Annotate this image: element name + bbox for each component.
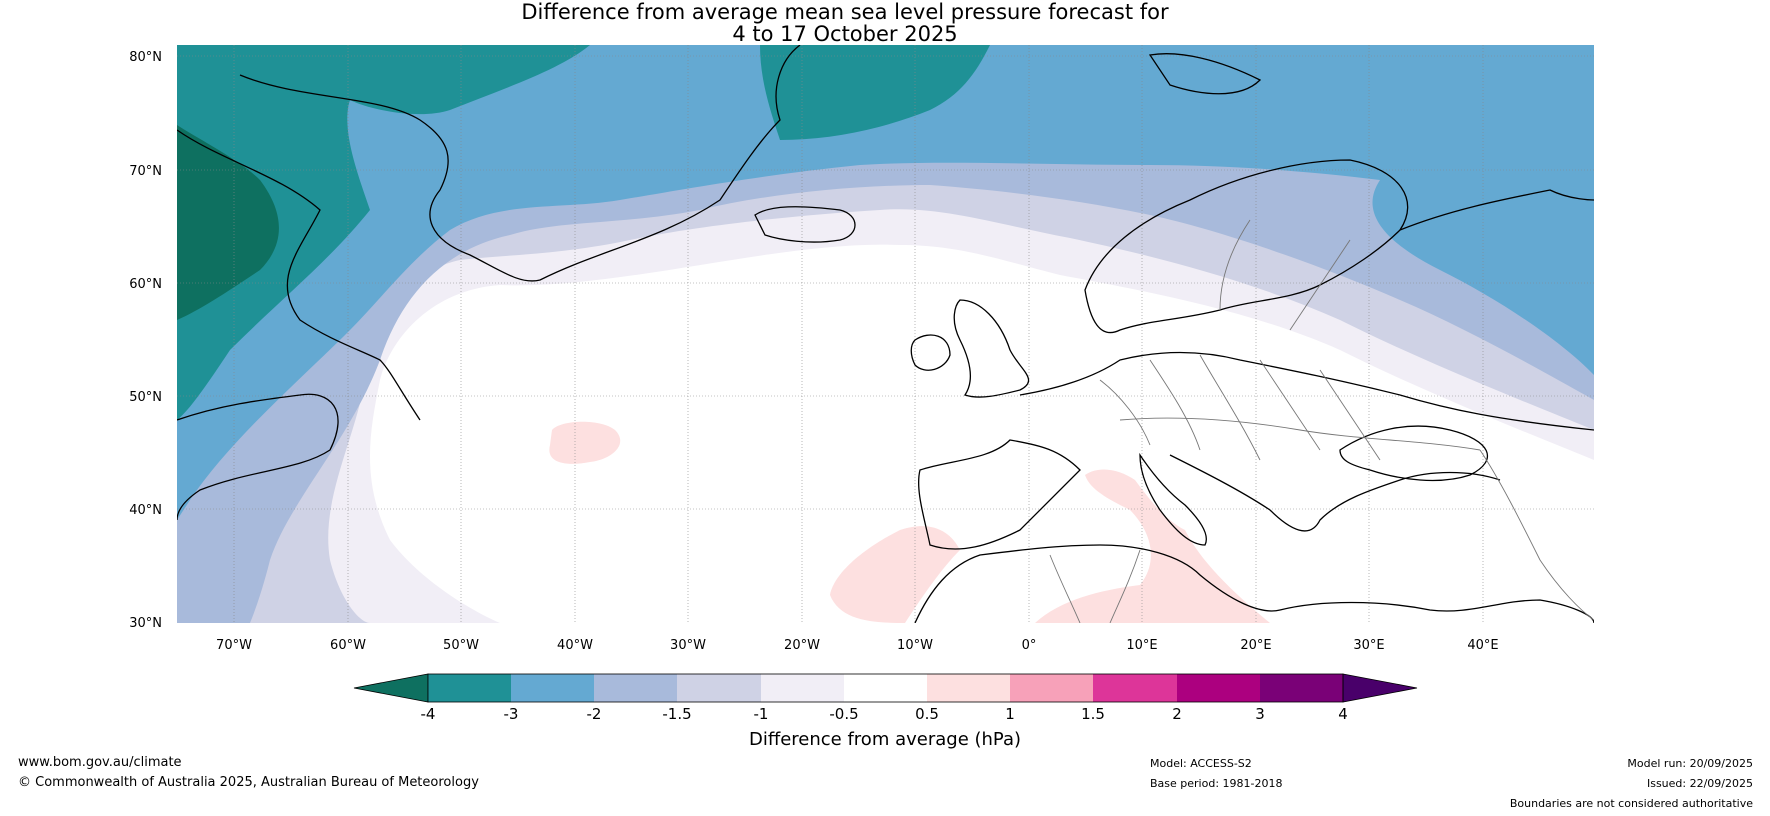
colorbar-tick: -2 bbox=[587, 705, 602, 723]
colorbar-segment bbox=[1010, 674, 1093, 702]
footer-model-run: Model run: 20/09/2025 bbox=[1627, 757, 1753, 770]
lon-label-60w: 60°W bbox=[330, 638, 366, 653]
lon-label-20w: 20°W bbox=[784, 638, 820, 653]
lat-label-60: 60°N bbox=[129, 277, 162, 292]
colorbar-segment bbox=[844, 674, 927, 702]
lat-label-40: 40°N bbox=[129, 503, 162, 518]
colorbar-tick: 2 bbox=[1172, 705, 1182, 723]
lon-label-70w: 70°W bbox=[216, 638, 252, 653]
colorbar-tick: -1.5 bbox=[662, 705, 691, 723]
coast-russia-north bbox=[1399, 189, 1594, 231]
band-minus-4 bbox=[177, 125, 279, 320]
footer-model: Model: ACCESS-S2 bbox=[1150, 757, 1252, 770]
colorbar-tick: -4 bbox=[421, 705, 436, 723]
colorbar-arrow-low bbox=[353, 673, 429, 703]
lon-label-40e: 40°E bbox=[1467, 638, 1498, 653]
colorbar-segment bbox=[927, 674, 1010, 702]
colorbar-outline bbox=[427, 673, 1344, 703]
colorbar-arrow-high bbox=[1342, 673, 1418, 703]
colorbar-segment bbox=[428, 674, 511, 702]
colorbar-segment bbox=[761, 674, 844, 702]
coastlines bbox=[177, 45, 1594, 623]
lon-label-10e: 10°E bbox=[1126, 638, 1157, 653]
lon-label-20e: 20°E bbox=[1240, 638, 1271, 653]
colorbar-tick: 3 bbox=[1255, 705, 1265, 723]
colorbar-segment bbox=[594, 674, 677, 702]
lat-label-30: 30°N bbox=[129, 616, 162, 631]
colorbar-tick: 1.5 bbox=[1081, 705, 1105, 723]
colorbar-tick: 1 bbox=[1005, 705, 1015, 723]
footer-disclaimer: Boundaries are not considered authoritat… bbox=[1509, 797, 1753, 810]
coast-svalbard bbox=[1148, 53, 1262, 95]
colorbar-label: Difference from average (hPa) bbox=[749, 729, 1021, 750]
footer-copyright: © Commonwealth of Australia 2025, Austra… bbox=[18, 775, 479, 790]
coast-greenland bbox=[239, 45, 801, 282]
latitude-labels: 80°N 70°N 60°N 50°N 40°N 30°N bbox=[129, 50, 162, 631]
colorbar-segment bbox=[1260, 674, 1343, 702]
coast-italy bbox=[1139, 452, 1207, 546]
colorbar-tick: -1 bbox=[754, 705, 769, 723]
band-minus-2 bbox=[177, 45, 1594, 520]
pressure-anomaly-field bbox=[177, 45, 1594, 623]
coast-canada-arctic bbox=[177, 129, 421, 421]
coast-iberia bbox=[918, 439, 1081, 550]
lon-label-30w: 30°W bbox=[670, 638, 706, 653]
lon-label-0: 0° bbox=[1022, 638, 1037, 653]
lat-label-50: 50°N bbox=[129, 390, 162, 405]
coast-balkans bbox=[1169, 454, 1501, 532]
colorbar-segment bbox=[677, 674, 761, 702]
lon-label-10w: 10°W bbox=[897, 638, 933, 653]
colorbar-segment bbox=[511, 674, 594, 702]
coast-black-sea bbox=[1339, 425, 1489, 482]
colorbar-tick: 0.5 bbox=[915, 705, 939, 723]
band-minus-3-east bbox=[760, 45, 990, 140]
colorbar-tick: 4 bbox=[1338, 705, 1348, 723]
borders bbox=[1049, 219, 1594, 623]
lon-label-50w: 50°W bbox=[443, 638, 479, 653]
coast-north-africa bbox=[914, 544, 1594, 623]
lat-label-80: 80°N bbox=[129, 50, 162, 65]
coast-uk bbox=[953, 299, 1030, 398]
lon-label-30e: 30°E bbox=[1353, 638, 1384, 653]
footer-issued: Issued: 22/09/2025 bbox=[1646, 777, 1753, 790]
colorbar-tick: -0.5 bbox=[829, 705, 858, 723]
map-title-line2: 4 to 17 October 2025 bbox=[732, 22, 958, 46]
patch-plus-0.5-morocco bbox=[830, 526, 960, 623]
coast-europe-west bbox=[1019, 351, 1594, 431]
coast-ireland bbox=[910, 334, 951, 371]
lon-label-40w: 40°W bbox=[557, 638, 593, 653]
longitude-labels: 70°W 60°W 50°W 40°W 30°W 20°W 10°W 0° 10… bbox=[216, 638, 1499, 653]
footer-base-period: Base period: 1981-2018 bbox=[1150, 777, 1283, 790]
coast-labrador-east bbox=[177, 393, 339, 521]
colorbar-tick: -3 bbox=[504, 705, 519, 723]
colorbar: -4 -3 -2 -1.5 -1 -0.5 0.5 1 1.5 2 3 4 Di… bbox=[353, 673, 1418, 750]
coast-scandinavia bbox=[1084, 159, 1409, 334]
band-minus-3-west bbox=[177, 45, 590, 420]
map-title-line1: Difference from average mean sea level p… bbox=[521, 0, 1169, 24]
colorbar-segment bbox=[1093, 674, 1177, 702]
lat-label-70: 70°N bbox=[129, 164, 162, 179]
footer-website: www.bom.gov.au/climate bbox=[18, 755, 182, 770]
coast-iceland bbox=[754, 206, 856, 243]
patch-plus-0.5-atlantic bbox=[549, 421, 621, 464]
colorbar-segment bbox=[1177, 674, 1260, 702]
graticule bbox=[177, 45, 1594, 623]
